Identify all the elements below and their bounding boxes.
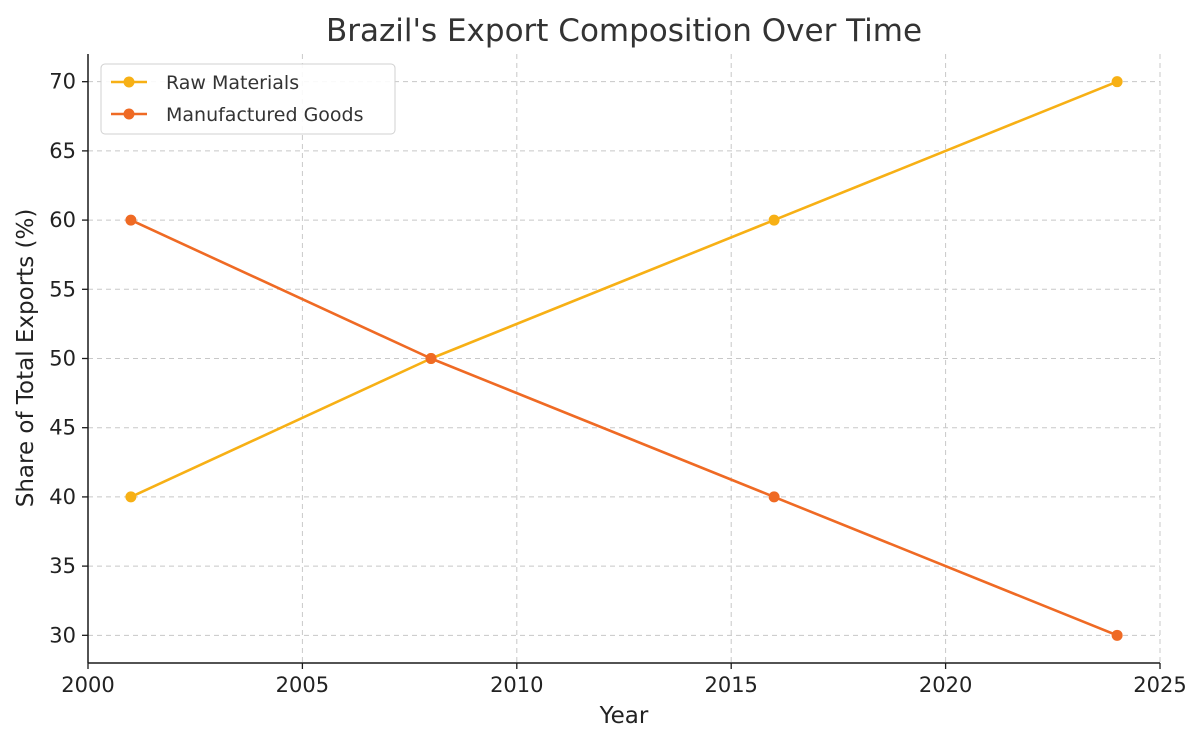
x-tick-label: 2020 bbox=[919, 673, 972, 697]
y-tick-label: 35 bbox=[49, 554, 76, 578]
y-tick-label: 40 bbox=[49, 485, 76, 509]
legend-box bbox=[100, 63, 396, 135]
series-line-1 bbox=[130, 218, 1118, 637]
data-point-s0-3 bbox=[1111, 76, 1123, 88]
y-tick-label: 60 bbox=[49, 208, 76, 232]
data-point-s1-0 bbox=[125, 214, 137, 226]
series-line-0 bbox=[130, 80, 1118, 499]
data-point-s1-3 bbox=[1111, 629, 1123, 641]
legend: Raw Materials Manufactured Goods bbox=[100, 63, 396, 135]
x-tick-label: 2025 bbox=[1133, 673, 1186, 697]
x-tick-label: 2010 bbox=[490, 673, 543, 697]
data-point-s0-2 bbox=[768, 214, 780, 226]
x-tick-label: 2000 bbox=[61, 673, 114, 697]
y-tick-label: 50 bbox=[49, 347, 76, 371]
y-tick-label: 30 bbox=[49, 623, 76, 647]
legend-label-1: Manufactured Goods bbox=[166, 104, 364, 126]
x-tick-label: 2015 bbox=[704, 673, 757, 697]
y-tick-label: 45 bbox=[49, 416, 76, 440]
y-tick-label: 70 bbox=[49, 70, 76, 94]
y-axis-ticks: 30 35 40 45 50 55 60 65 70 bbox=[49, 70, 88, 647]
y-tick-label: 65 bbox=[49, 139, 76, 163]
x-tick-label: 2005 bbox=[276, 673, 329, 697]
series-layer bbox=[125, 76, 1123, 641]
chart-title: Brazil's Export Composition Over Time bbox=[326, 13, 922, 49]
legend-swatch-marker-0 bbox=[123, 76, 135, 88]
y-axis-title: Share of Total Exports (%) bbox=[13, 209, 39, 508]
legend-swatch-marker-1 bbox=[123, 108, 135, 120]
x-axis-ticks: 2000 2005 2010 2015 2020 2025 bbox=[61, 663, 1187, 697]
data-point-s1-1 bbox=[425, 353, 437, 364]
x-axis-title: Year bbox=[599, 703, 649, 729]
data-point-s0-0 bbox=[125, 491, 137, 503]
data-point-s1-2 bbox=[768, 491, 780, 503]
legend-label-0: Raw Materials bbox=[166, 72, 299, 94]
grid bbox=[87, 54, 1161, 663]
y-tick-label: 55 bbox=[49, 277, 76, 301]
